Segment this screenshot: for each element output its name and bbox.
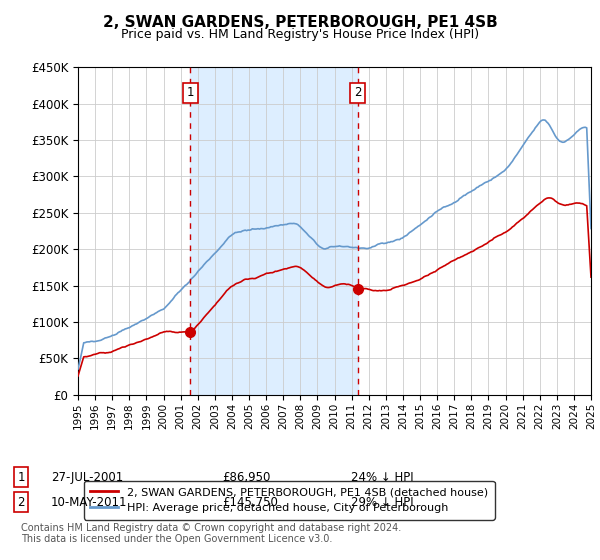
Text: 24% ↓ HPI: 24% ↓ HPI [351,470,413,484]
Text: This data is licensed under the Open Government Licence v3.0.: This data is licensed under the Open Gov… [21,534,332,544]
Bar [190,67,358,395]
Text: 10-MAY-2011: 10-MAY-2011 [51,496,128,509]
Text: £145,750: £145,750 [222,496,278,509]
Text: 2: 2 [17,496,25,509]
Text: 1: 1 [187,86,194,99]
Legend: 2, SWAN GARDENS, PETERBOROUGH, PE1 4SB (detached house), HPI: Average price, det: 2, SWAN GARDENS, PETERBOROUGH, PE1 4SB (… [83,480,494,520]
Text: Price paid vs. HM Land Registry's House Price Index (HPI): Price paid vs. HM Land Registry's House … [121,28,479,41]
Text: 1: 1 [17,470,25,484]
Text: 2: 2 [354,86,362,99]
Text: £86,950: £86,950 [222,470,271,484]
Text: 2, SWAN GARDENS, PETERBOROUGH, PE1 4SB: 2, SWAN GARDENS, PETERBOROUGH, PE1 4SB [103,15,497,30]
Text: 29% ↓ HPI: 29% ↓ HPI [351,496,413,509]
Text: 27-JUL-2001: 27-JUL-2001 [51,470,123,484]
Text: Contains HM Land Registry data © Crown copyright and database right 2024.: Contains HM Land Registry data © Crown c… [21,522,401,533]
